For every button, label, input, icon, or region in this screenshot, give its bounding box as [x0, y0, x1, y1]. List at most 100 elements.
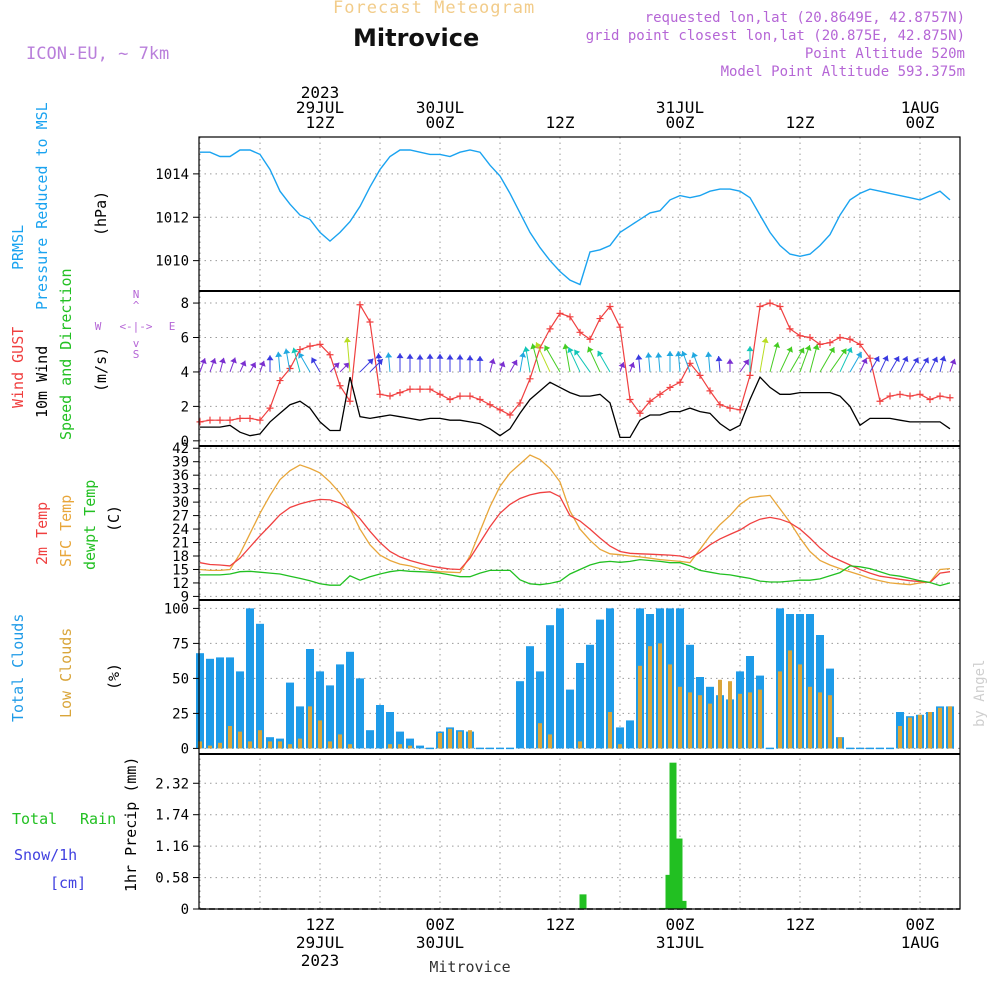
model-label: ICON-EU, ~ 7km [26, 44, 170, 64]
time-label-top: 2023 [301, 83, 340, 102]
wind-gust-point [386, 392, 394, 400]
wind-gust-point [356, 301, 364, 309]
wind-arrow-head [476, 355, 484, 361]
wind-gust-point [906, 392, 914, 400]
wind-gust-point [556, 309, 564, 317]
total-cloud-bar [216, 657, 224, 749]
y-tick-label: 8 [181, 296, 189, 312]
low-cloud-bar [788, 650, 792, 749]
wind-arrow-head [240, 360, 247, 367]
low-cloud-bar [688, 692, 692, 749]
wind-gust-point [816, 340, 824, 348]
total-cloud-bar [316, 671, 324, 749]
wind-gust-label: Wind GUST [9, 327, 27, 408]
wind-arrow-head [343, 337, 351, 343]
wind-arrow-head [250, 362, 257, 369]
temp-dewpt-label: dewpt Temp [81, 480, 99, 570]
pressure-label-prmsl: PRMSL [9, 225, 27, 270]
low-cloud-bar [278, 741, 282, 749]
time-label-bottom: 2023 [301, 951, 340, 970]
wind-arrow-head [275, 351, 283, 358]
wind-gust-point [656, 390, 664, 398]
time-label-top: 1AUG [901, 98, 940, 117]
wind-arrow-head [922, 357, 929, 364]
wind-arrow-head [562, 343, 570, 350]
wind-gust-line [199, 302, 951, 423]
low-cloud-bar [928, 712, 932, 749]
total-cloud-bar [226, 657, 234, 749]
chart-frame [198, 136, 961, 910]
wind-gust-point [746, 371, 754, 379]
low-cloud-bar [208, 745, 212, 749]
wind-arrow-head [567, 347, 574, 354]
wind-speed-direction-label: Speed and Direction [57, 268, 75, 440]
wind-arrow-head [396, 353, 404, 359]
wind-unit: (m/s) [92, 347, 110, 392]
wind-arrow-head [840, 348, 847, 355]
wind-arrow-head [786, 346, 793, 353]
wind-gust-point [876, 397, 884, 405]
wind-arrow-head [715, 356, 723, 362]
total-label: Total [12, 810, 57, 828]
low-cloud-bar [348, 744, 352, 749]
point-altitude: Point Altitude 520m [804, 46, 965, 62]
wind-arrow-head [856, 352, 862, 359]
total-cloud-bar [586, 644, 594, 749]
wind-gust-point [686, 359, 694, 367]
wind-arrow-head [828, 347, 835, 354]
y-tick-label: 33 [172, 482, 189, 498]
wind-gust-point [486, 401, 494, 409]
wind-gust-point [666, 383, 674, 391]
total-cloud-bar [806, 614, 814, 749]
wind-arrow-head [680, 351, 688, 357]
clouds-unit: (%) [105, 663, 123, 690]
total-cloud-bar [256, 623, 264, 749]
time-label-top: 12Z [546, 113, 575, 132]
low-cloud-bar [408, 745, 412, 749]
wind-arrow-head [949, 358, 957, 365]
wind-gust-point [376, 390, 384, 398]
low-cloud-bar [328, 741, 332, 749]
y-tick-label: 0.58 [155, 871, 189, 887]
snow-unit: [cm] [50, 874, 86, 892]
low-cloud-bar [648, 646, 652, 749]
wind-direction-arrow [346, 337, 351, 372]
wind-arrow-head [812, 344, 820, 351]
wind-gust-point [766, 299, 774, 307]
wind-gust-point [776, 303, 784, 310]
total-cloud-bar [356, 678, 364, 749]
rain-bar [679, 900, 687, 909]
temp-2m-label: 2m Temp [33, 502, 51, 565]
wind-gust-point [516, 399, 524, 407]
y-tick-label: 1014 [155, 167, 189, 183]
wind-gust-point [276, 377, 284, 385]
y-tick-label: 2.32 [155, 776, 189, 792]
wind-arrow-head [511, 359, 518, 366]
y-tick-label: 42 [172, 441, 189, 457]
total-cloud-bar [526, 646, 534, 749]
y-tick-label: 1012 [155, 210, 189, 226]
wind-arrow-head [200, 358, 207, 365]
low-cloud-bar [438, 733, 442, 749]
wind-arrow-head [705, 351, 713, 358]
wind-arrow-head [544, 345, 551, 352]
wind-arrow-head [219, 357, 226, 364]
total-cloud-bar [566, 689, 574, 749]
time-label-top: 00Z [666, 113, 695, 132]
wind-arrow-head [645, 352, 653, 358]
wind-gust-point [456, 392, 464, 400]
wind-arrow-head [376, 359, 383, 366]
y-tick-label: 100 [164, 601, 189, 617]
y-tick-label: 9 [181, 589, 189, 605]
pressure-unit: (hPa) [92, 191, 110, 236]
total-cloud-bar [576, 663, 584, 749]
svg-text:S: S [133, 348, 140, 361]
wind-arrow-head [798, 347, 805, 354]
location-title: Mitrovice [353, 24, 480, 52]
y-tick-label: 0 [181, 902, 189, 918]
wind-gust-point [716, 401, 724, 409]
y-tick-label: 27 [172, 509, 189, 525]
temp-2m-line [199, 491, 951, 584]
wind-direction-arrow [769, 342, 779, 373]
total-cloud-bar [236, 671, 244, 749]
